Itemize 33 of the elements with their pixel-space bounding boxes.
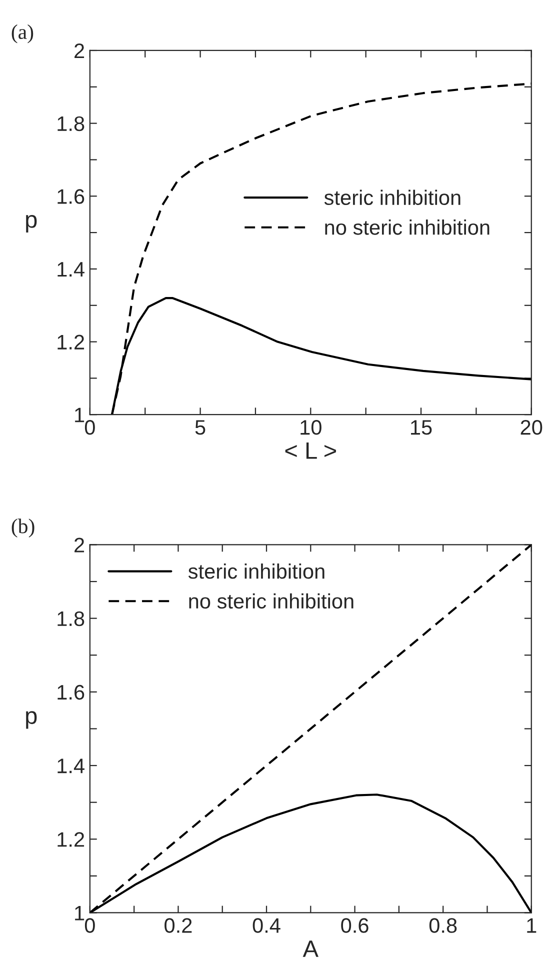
- x-tick-label: 10: [300, 420, 322, 435]
- legend-label: no steric inhibition: [325, 220, 490, 235]
- x-tick-label: 0.4: [252, 918, 280, 933]
- x-tick-label: 0: [84, 918, 95, 933]
- y-tick-label: 1.8: [58, 611, 84, 626]
- x-tick-label: 0: [84, 420, 95, 435]
- y-tick-label: 1.4: [58, 262, 84, 277]
- x-tick-label: 1: [527, 918, 536, 933]
- text: (a): [12, 24, 34, 44]
- y-tick-label: 1.2: [58, 832, 84, 847]
- y-axis-title: p: [26, 711, 37, 729]
- y-tick-label: 1.8: [58, 116, 84, 132]
- text: (b): [12, 518, 34, 538]
- x-tick-label: 0.2: [164, 918, 192, 933]
- x-tick-label: 15: [411, 420, 432, 435]
- x-tick-label: 5: [195, 420, 206, 435]
- legend-label: steric inhibition: [188, 563, 324, 579]
- y-tick-label: 2: [74, 43, 84, 58]
- y-axis-title: p: [26, 214, 37, 233]
- y-tick-label: 2: [74, 538, 84, 552]
- x-tick-label: 0.8: [429, 918, 457, 933]
- legend-label: no steric inhibition: [189, 593, 354, 609]
- y-tick-label: 1.2: [58, 334, 84, 350]
- legend-label: steric inhibition: [324, 190, 460, 206]
- y-tick-label: 1.4: [58, 758, 84, 774]
- y-tick-label: 1.6: [58, 684, 84, 700]
- x-axis-title: < L >: [285, 442, 336, 459]
- y-tick-label: 1: [75, 408, 84, 422]
- x-tick-label: 20: [520, 420, 542, 435]
- y-tick-label: 1.6: [58, 189, 84, 204]
- y-tick-label: 1: [75, 906, 84, 920]
- x-axis-title: A: [302, 940, 318, 957]
- x-tick-label: 0.6: [341, 918, 368, 933]
